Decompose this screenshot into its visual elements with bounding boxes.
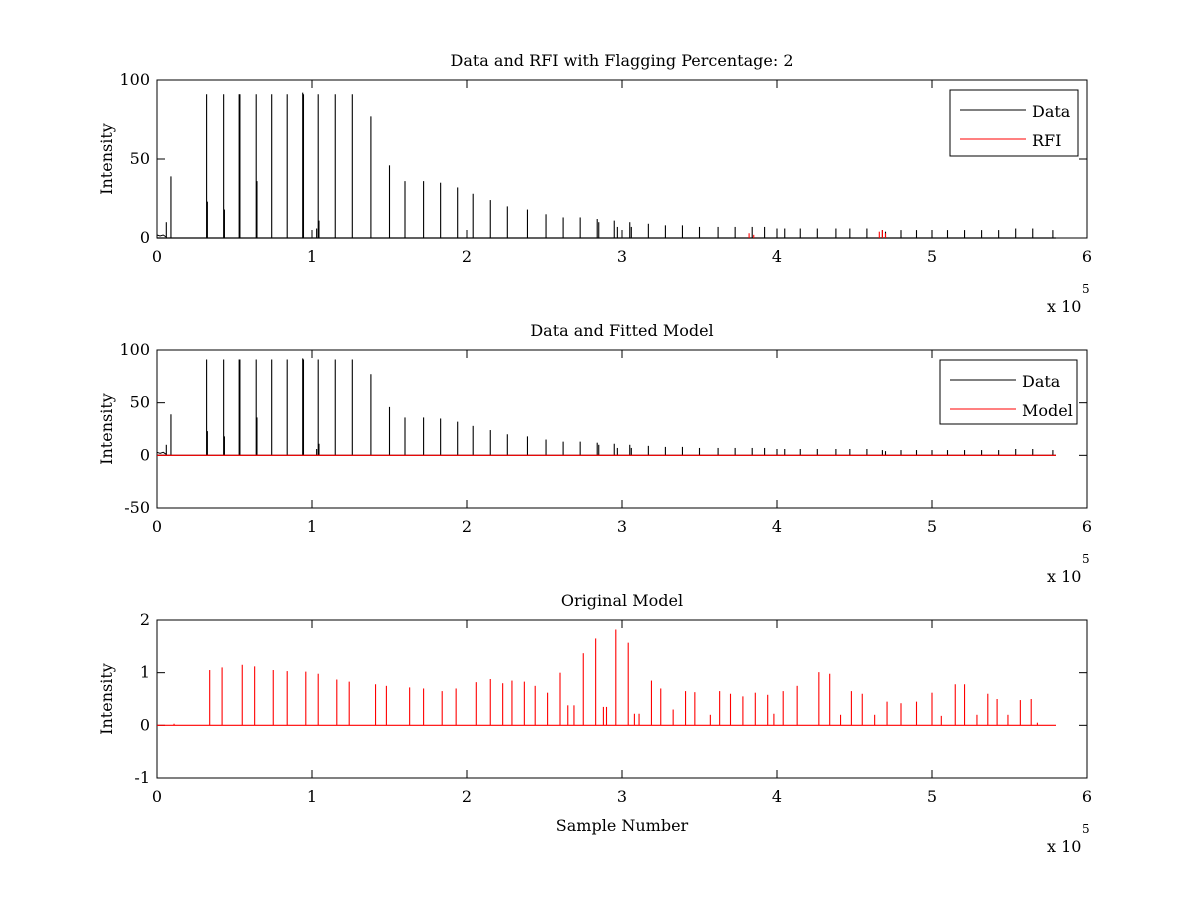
y-tick-label: 1 — [140, 663, 150, 682]
x-tick-label: 3 — [617, 517, 627, 536]
x-tick-label: 0 — [152, 517, 162, 536]
x-tick-label: 2 — [462, 247, 472, 266]
x-exponent-base: x 10 — [1047, 837, 1081, 856]
x-tick-label: 5 — [927, 247, 937, 266]
y-tick-label: 0 — [140, 228, 150, 247]
legend-label: Data — [1022, 372, 1061, 391]
x-tick-label: 1 — [307, 517, 317, 536]
x-tick-label: 4 — [772, 517, 782, 536]
y-tick-label: 2 — [140, 610, 150, 629]
chart-title: Original Model — [561, 591, 683, 610]
y-tick-label: 50 — [130, 393, 150, 412]
legend-box — [949, 89, 1079, 157]
y-tick-label: -50 — [124, 498, 150, 517]
x-axis-label: Sample Number — [556, 816, 689, 835]
plot-area — [156, 349, 1088, 509]
legend: Data RFI — [949, 89, 1079, 157]
x-tick-label: 0 — [152, 787, 162, 806]
chart-title: Data and Fitted Model — [530, 321, 713, 340]
x-tick-label: 5 — [927, 517, 937, 536]
x-tick-label: 5 — [927, 787, 937, 806]
x-tick-label: 0 — [152, 247, 162, 266]
y-axis-label: Intensity — [97, 123, 116, 195]
y-axis-label: Intensity — [97, 663, 116, 735]
plot-area — [156, 79, 1088, 239]
x-tick-label: 6 — [1082, 247, 1092, 266]
y-tick-label: 0 — [140, 715, 150, 734]
x-tick-label: 2 — [462, 787, 472, 806]
y-tick-label: 100 — [119, 70, 150, 89]
x-exponent-power: 5 — [1082, 552, 1090, 566]
x-exponent-base: x 10 — [1047, 567, 1081, 586]
legend-box — [939, 359, 1078, 425]
legend: Data Model — [939, 359, 1078, 425]
x-tick-label: 6 — [1082, 517, 1092, 536]
data-start-noise — [156, 451, 167, 455]
x-exponent-base: x 10 — [1047, 297, 1081, 316]
x-tick-label: 4 — [772, 787, 782, 806]
y-tick-label: 0 — [140, 445, 150, 464]
legend-label: Model — [1022, 401, 1073, 420]
x-tick-label: 3 — [617, 787, 627, 806]
x-tick-label: 1 — [307, 247, 317, 266]
data-start-noise — [156, 234, 167, 238]
chart-title: Data and RFI with Flagging Percentage: 2 — [450, 51, 793, 70]
series-rfi — [748, 230, 887, 238]
y-tick-label: 50 — [130, 149, 150, 168]
y-tick-label: -1 — [134, 768, 150, 787]
x-exponent-power: 5 — [1082, 822, 1090, 836]
chart-1: Data and RFI with Flagging Percentage: 2… — [97, 51, 1092, 316]
x-tick-label: 4 — [772, 247, 782, 266]
x-tick-label: 2 — [462, 517, 472, 536]
x-tick-label: 1 — [307, 787, 317, 806]
x-exponent-power: 5 — [1082, 282, 1090, 296]
plot-area — [156, 619, 1088, 779]
legend-label: Data — [1032, 102, 1071, 121]
series-model — [157, 629, 1056, 726]
y-tick-label: 100 — [119, 340, 150, 359]
x-tick-label: 6 — [1082, 787, 1092, 806]
legend-label: RFI — [1032, 131, 1061, 150]
y-axis-label: Intensity — [97, 393, 116, 465]
x-tick-label: 3 — [617, 247, 627, 266]
